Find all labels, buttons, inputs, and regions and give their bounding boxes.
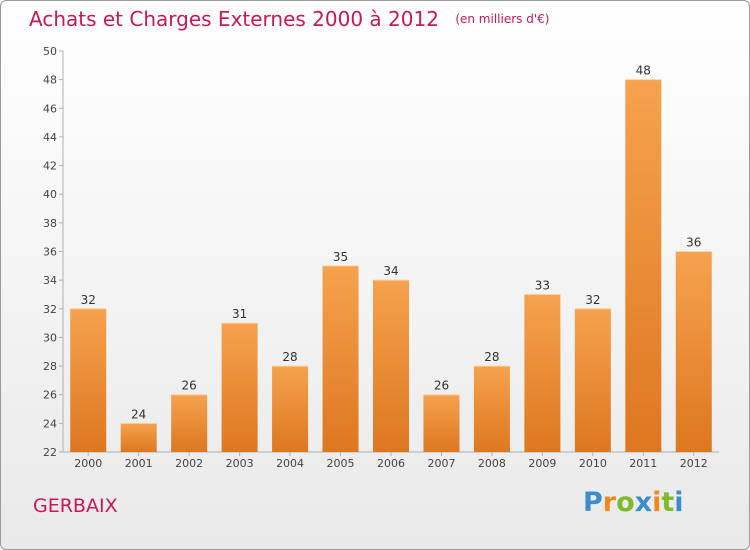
x-tick-label: 2003: [226, 457, 254, 470]
chart-title: Achats et Charges Externes 2000 à 2012 (…: [29, 7, 549, 31]
logo-letter: r: [602, 487, 617, 518]
data-label: 32: [585, 293, 600, 307]
x-tick-label: 2009: [528, 457, 556, 470]
data-label: 28: [282, 350, 297, 364]
bar: [171, 394, 208, 452]
bar: [70, 308, 107, 452]
data-label: 24: [131, 407, 146, 421]
data-label: 48: [636, 64, 651, 78]
y-tick-label: 36: [43, 246, 57, 259]
data-label: 33: [535, 278, 550, 292]
logo-letter: o: [616, 487, 635, 518]
proxiti-logo: Proxiti: [583, 487, 684, 518]
bar: [120, 423, 157, 452]
x-tick-label: 2010: [579, 457, 607, 470]
y-tick-label: 46: [43, 102, 57, 115]
x-tick-label: 2004: [276, 457, 304, 470]
bar: [675, 251, 712, 452]
logo-letter: x: [634, 487, 653, 518]
x-tick-label: 2002: [175, 457, 203, 470]
y-tick-label: 24: [43, 417, 57, 430]
data-label: 26: [434, 379, 449, 393]
bar: [423, 394, 460, 452]
bar: [473, 366, 510, 452]
bar: [524, 294, 561, 452]
y-tick-label: 38: [43, 217, 57, 230]
data-label: 36: [686, 236, 701, 250]
data-label: 34: [383, 264, 398, 278]
data-label: 28: [484, 350, 499, 364]
bar: [625, 79, 662, 453]
y-tick-label: 40: [43, 188, 57, 201]
logo-letters: Proxiti: [583, 487, 684, 518]
chart-unit-note: (en milliers d'€): [455, 12, 550, 26]
x-tick-label: 2006: [377, 457, 405, 470]
y-tick-label: 50: [43, 45, 57, 58]
x-tick-label: 2007: [427, 457, 455, 470]
y-tick-label: 44: [43, 131, 57, 144]
chart-title-text: Achats et Charges Externes 2000 à 2012: [29, 7, 439, 31]
y-tick-label: 42: [43, 160, 57, 173]
bar: [272, 366, 309, 452]
commune-name: GERBAIX: [33, 495, 118, 517]
bar: [322, 265, 359, 452]
logo-letter: i: [652, 487, 662, 518]
x-tick-label: 2011: [629, 457, 657, 470]
y-tick-label: 22: [43, 446, 57, 459]
x-tick-label: 2005: [327, 457, 355, 470]
y-tick-label: 34: [43, 274, 57, 287]
x-tick-label: 2012: [680, 457, 708, 470]
x-tick-label: 2008: [478, 457, 506, 470]
x-tick-label: 2000: [74, 457, 102, 470]
y-tick-label: 32: [43, 303, 57, 316]
x-tick-label: 2001: [125, 457, 153, 470]
y-tick-label: 48: [43, 74, 57, 87]
bar: [574, 308, 611, 452]
bar: [373, 280, 409, 452]
y-tick-label: 28: [43, 360, 57, 373]
data-label: 32: [81, 293, 96, 307]
data-label: 31: [232, 307, 247, 321]
logo-letter: t: [661, 487, 675, 518]
y-tick-label: 26: [43, 389, 57, 402]
data-label: 35: [333, 250, 348, 264]
logo-letter: P: [583, 487, 603, 518]
bar: [221, 323, 258, 452]
data-label: 26: [182, 379, 197, 393]
y-tick-label: 30: [43, 331, 57, 344]
logo-letter: i: [674, 487, 684, 518]
